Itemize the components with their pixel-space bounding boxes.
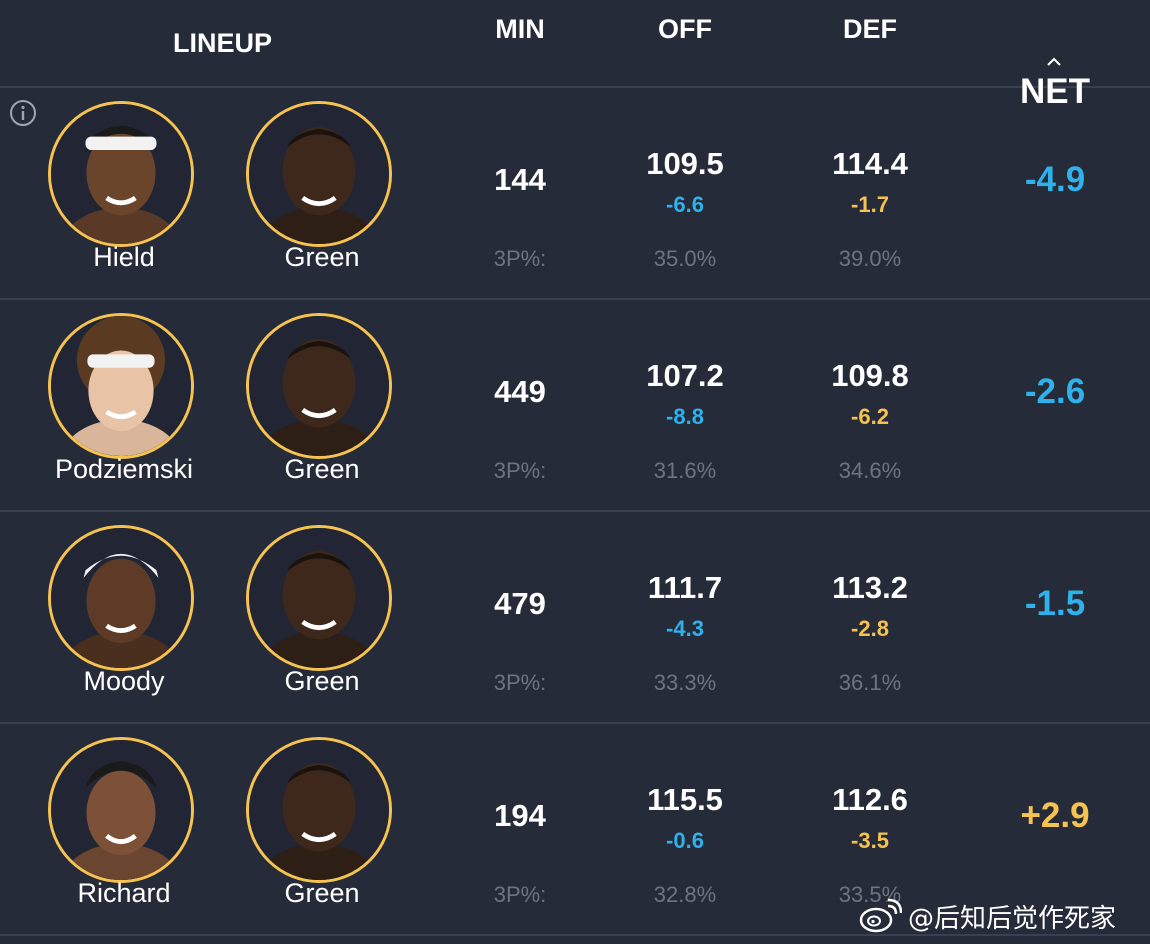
defense-delta: -2.8	[851, 616, 889, 641]
player-name: Green	[284, 454, 360, 484]
offense-3p-pct: 33.3%	[653, 670, 717, 695]
offense-rating: 111.7	[647, 570, 723, 605]
offense-3p-pct: 31.6%	[653, 458, 717, 483]
offense-rating: 107.2	[646, 358, 724, 393]
defense-rating: 109.8	[831, 358, 909, 393]
defense-rating: 112.6	[832, 782, 908, 817]
defense-3p-pct: 39.0%	[838, 246, 902, 271]
player-headshot-icon	[249, 316, 389, 456]
three-point-label: 3P%:	[493, 246, 547, 271]
player-headshot-icon	[51, 740, 191, 880]
defense-delta: -6.2	[851, 404, 889, 429]
player-name: Moody	[83, 666, 165, 696]
defense-delta: -1.7	[851, 192, 889, 217]
offense-rating: 115.5	[647, 782, 723, 817]
table-row[interactable]: Richard Green 194 115.5 -0.6 112.6 -3.5 …	[0, 724, 1150, 936]
player-avatar[interactable]	[48, 313, 194, 459]
offense-3p-pct: 32.8%	[653, 882, 717, 907]
watermark-text: @后知后觉作死家	[908, 903, 1117, 934]
minutes-value: 194	[494, 798, 546, 833]
player-headshot-icon	[249, 740, 389, 880]
player-name: Podziemski	[54, 454, 194, 484]
column-header-off[interactable]: OFF	[658, 14, 712, 44]
column-header-def[interactable]: DEF	[843, 14, 897, 44]
defense-3p-pct: 36.1%	[838, 670, 902, 695]
player-name: Hield	[93, 242, 155, 272]
offense-delta: -8.8	[666, 404, 704, 429]
minutes-value: 449	[494, 374, 546, 409]
net-rating: +2.9	[1020, 796, 1090, 835]
three-point-label: 3P%:	[493, 458, 547, 483]
offense-3p-pct: 35.0%	[653, 246, 717, 271]
offense-delta: -6.6	[666, 192, 704, 217]
net-rating: -1.5	[1024, 584, 1086, 623]
table-row[interactable]: Podziemski Green 449 107.2 -8.8 109.8 -6…	[0, 300, 1150, 512]
defense-3p-pct: 33.5%	[838, 882, 902, 907]
offense-delta: -0.6	[666, 828, 704, 853]
player-avatar[interactable]	[48, 525, 194, 671]
minutes-value: 479	[494, 586, 546, 621]
player-name: Green	[284, 666, 360, 696]
player-avatar[interactable]	[48, 737, 194, 883]
player-avatar[interactable]	[246, 525, 392, 671]
column-header-net[interactable]: NET	[1020, 72, 1090, 111]
player-name: Green	[284, 878, 360, 908]
defense-delta: -3.5	[851, 828, 889, 853]
defense-rating: 114.4	[832, 146, 908, 181]
defense-3p-pct: 34.6%	[838, 458, 902, 483]
three-point-label: 3P%:	[493, 670, 547, 695]
net-rating: -4.9	[1024, 160, 1086, 199]
player-headshot-icon	[249, 104, 389, 244]
column-header-lineup[interactable]: LINEUP	[172, 28, 272, 58]
player-headshot-icon	[51, 104, 191, 244]
player-headshot-icon	[51, 316, 191, 456]
three-point-label: 3P%:	[493, 882, 547, 907]
player-avatar[interactable]	[48, 101, 194, 247]
offense-rating: 109.5	[646, 146, 724, 181]
player-name: Green	[284, 242, 360, 272]
player-name: Richard	[77, 878, 171, 908]
net-rating: -2.6	[1024, 372, 1086, 411]
player-headshot-icon	[249, 528, 389, 668]
player-headshot-icon	[51, 528, 191, 668]
watermark: @后知后觉作死家	[858, 896, 1116, 936]
player-avatar[interactable]	[246, 101, 392, 247]
defense-rating: 113.2	[832, 570, 908, 605]
table-header: LINEUP MIN OFF DEF NET	[0, 0, 1150, 111]
player-avatar[interactable]	[246, 313, 392, 459]
table-row[interactable]: Hield Green 144 109.5 -6.6 114.4 -1.7 -4…	[0, 88, 1150, 300]
table-row[interactable]: Moody Green 479 111.7 -4.3 113.2 -2.8 -1…	[0, 512, 1150, 724]
offense-delta: -4.3	[666, 616, 704, 641]
minutes-value: 144	[494, 162, 546, 197]
column-header-min[interactable]: MIN	[495, 14, 545, 44]
player-avatar[interactable]	[246, 737, 392, 883]
info-icon[interactable]	[8, 98, 38, 128]
chevron-up-icon[interactable]	[1040, 52, 1068, 72]
weibo-logo-icon	[859, 898, 902, 933]
